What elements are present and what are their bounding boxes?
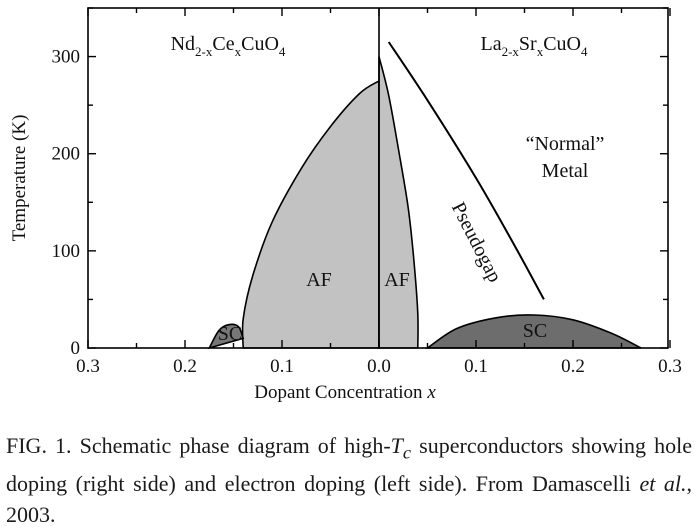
x-axis-label-text: Dopant Concentration [254,382,427,403]
phase-diagram-figure: 0.3 0.2 0.1 0.0 0.1 0.2 0.3 0 100 200 300 Dopant Co… [9,7,682,403]
x-axis-label: Dopant Concentration x [254,382,436,403]
hole-doped-compound-label-part-1: 2-x [502,44,520,59]
caption-tc-subscript: c [402,442,412,463]
x-axis-label-variable: x [426,382,436,403]
hole-doped-compound-label: La2-xSrxCuO4 [480,33,588,59]
pseudogap-label: Pseudogap [447,199,506,286]
pseudogap-line [387,41,545,300]
x-tick-label-left-1: 0.2 [173,356,197,377]
electron-doped-compound-label: Nd2-xCexCuO4 [171,33,286,59]
caption-middle: superconductors showing hole doping (rig… [6,433,693,497]
region-sc-hole [424,314,642,349]
caption-prefix: FIG. 1. Schematic phase diagram of high- [6,433,391,458]
y-axis-label: Temperature (K) [9,115,30,242]
hole-doped-compound-label-part-3: x [537,44,544,59]
region-af-hole [378,56,419,349]
electron-doped-compound-label-part-1: 2-x [195,44,213,59]
x-tick-label-left-3: 0.0 [367,356,391,377]
hole-doped-compound-label-part-0: La [480,33,501,55]
plot-frame [87,7,669,349]
y-tick-label-1: 100 [52,241,81,262]
lines-layer [387,41,545,300]
region-sc-electron [207,323,245,350]
regions-layer [207,56,642,350]
hole-doped-compound-label-part-5: 4 [581,44,588,59]
electron-doped-compound-label-part-4: CuO [241,33,279,55]
caption-suffix: , 2003. [6,471,692,528]
x-tick-label-right-2: 0.3 [658,356,682,377]
electron-doped-compound-label-part-3: x [235,44,242,59]
x-tick-label-right-1: 0.2 [561,356,585,377]
af-label-electron: AF [306,269,332,291]
normal-metal-label-line2: Metal [542,160,589,182]
region-af-electron [241,79,380,349]
af-label-hole: AF [384,269,410,291]
electron-doped-compound-label-part-2: Ce [212,33,234,55]
x-tick-label-right-0: 0.1 [464,356,488,377]
sc-label-hole: SC [523,320,547,342]
axes-layer [87,7,671,349]
y-tick-label-3: 300 [52,47,81,68]
x-tick-label-left-0: 0.3 [76,356,100,377]
caption-tc-symbol: T [390,433,403,458]
electron-doped-compound-label-part-5: 4 [279,44,286,59]
hole-doped-compound-label-part-4: CuO [543,33,581,55]
x-tick-label-left-2: 0.1 [270,356,294,377]
sc-label-electron: SC [218,323,242,345]
figure-caption: FIG. 1. Schematic phase diagram of high-… [6,430,692,530]
y-tick-label-2: 200 [52,144,81,165]
electron-doped-compound-label-part-0: Nd [171,33,195,55]
y-tick-label-0: 0 [71,338,81,359]
caption-etal: et al. [639,471,687,497]
hole-doped-compound-label-part-2: Sr [519,33,537,55]
normal-metal-label-line1: “Normal” [526,133,605,155]
